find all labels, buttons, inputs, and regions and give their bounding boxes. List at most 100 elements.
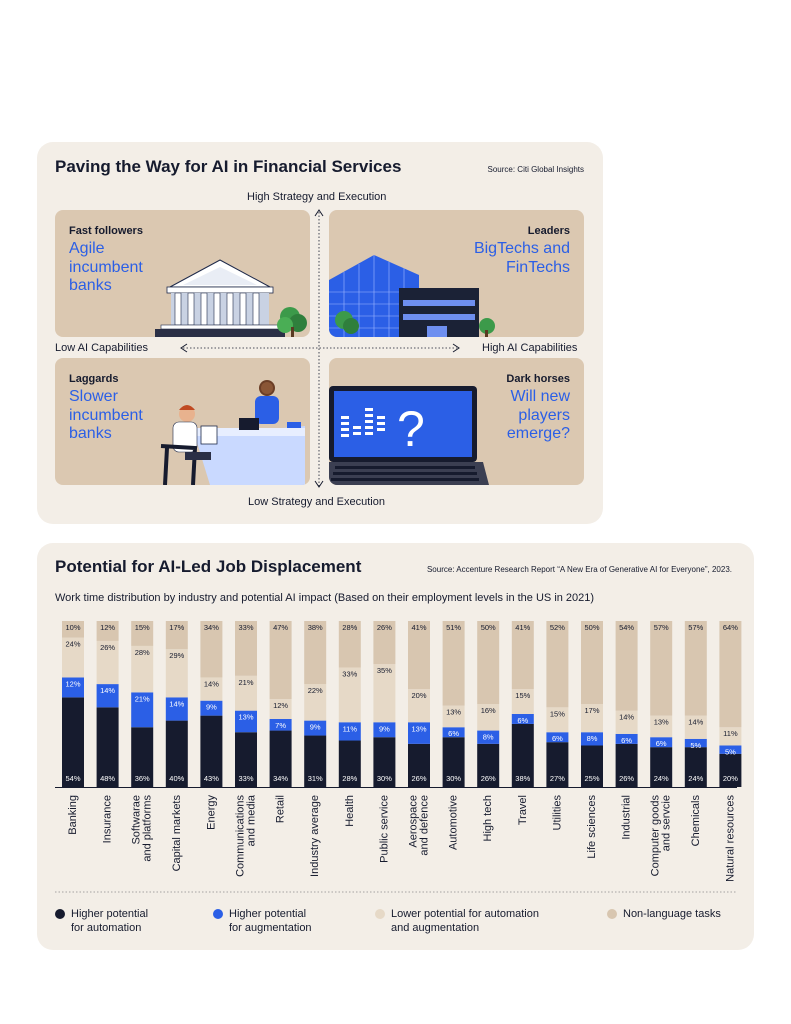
bar-segment [442,737,465,787]
bar-segment [269,699,292,719]
data-label: 51% [446,623,461,632]
data-label: 33% [342,669,357,678]
bar-segment [650,747,673,787]
bar-segment [235,710,257,733]
data-label: 15% [135,623,150,632]
bar-segment [235,732,257,787]
data-label: 26% [377,623,392,632]
data-label: 9% [379,724,390,733]
data-label: 29% [169,651,184,660]
data-label: 13% [446,708,461,717]
bar-segment [581,745,603,787]
data-label: 35% [377,666,392,675]
bar-segment [477,743,500,787]
bank-building-icon [155,259,307,337]
axis-low-ai: Low AI Capabilities [55,342,148,354]
bar-segment [96,640,119,685]
data-label: 24% [688,774,703,783]
bar-segment [684,738,707,748]
data-label: 11% [343,724,358,733]
bar-segment [408,689,430,723]
data-label: 11% [723,729,738,738]
data-label: 28% [342,623,357,632]
category-label: Utilities [551,795,563,831]
bar-segment [719,727,742,746]
data-label: 5% [690,741,701,750]
data-label: 6% [517,716,528,725]
category-label: Computer goods [650,795,662,877]
bar-segment [684,747,707,787]
bar-segment [62,697,84,787]
data-label: 16% [481,706,496,715]
data-label: 21% [238,678,253,687]
category-label: Banking [67,795,79,835]
displacement-source: Source: Accenture Research Report “A New… [426,565,732,574]
displacement-title: Potential for AI-Led Job Displacement [55,557,362,576]
data-label: 40% [169,774,184,783]
bar-segment [650,621,673,716]
bar-segment [235,621,257,676]
laptop-question-icon: ? [329,386,489,485]
bar-segment [304,735,327,787]
bar-segment [719,753,742,787]
quadrant-description: Agile incumbent banks [69,240,143,294]
bar-segment [546,742,569,787]
bar-segment [200,700,223,716]
bar-segment [546,732,569,743]
bar-segment [581,704,603,733]
data-label: 36% [135,774,150,783]
bar-segment [338,621,361,668]
data-label: 13% [654,718,669,727]
bar-segment [442,727,465,738]
bar-segment [373,722,396,738]
data-label: 15% [550,709,565,718]
category-label: Automotive [448,795,460,850]
data-label: 17% [584,706,599,715]
data-label: 6% [656,739,667,748]
data-label: 14% [169,699,184,708]
bar-segment [650,715,673,738]
quadrant-tag: Dark horses [506,373,570,385]
bar-segment [131,692,154,728]
data-label: 12% [100,623,115,632]
quadrant-laggards: Laggards Slower incumbent banks [55,358,310,485]
quadrant-dark-horses: Dark horses Will new players emerge? ? [329,358,584,485]
bar-segment [269,730,292,787]
axis-high-ai: High AI Capabilities [482,342,578,354]
bar-segment [719,745,742,754]
data-label: 54% [619,623,634,632]
quadrant-description: BigTechs and FinTechs [473,240,570,276]
bar-segment [62,637,84,678]
data-label: 5% [725,748,736,757]
bar-segment [373,737,396,787]
category-label: Industrial [621,795,633,840]
data-label: 26% [100,643,115,652]
bar-segment [477,730,500,744]
data-label: 10% [65,623,80,632]
bar-segment [442,621,465,706]
data-label: 26% [619,774,634,783]
bar-segment [615,621,638,711]
bar-segment [131,621,154,646]
data-label: 50% [481,623,496,632]
bar-segment [338,722,361,741]
data-label: 9% [310,723,321,732]
data-label: 27% [550,774,565,783]
data-label: 17% [169,623,184,632]
bar-segment [304,684,327,721]
quadrant-tag: Laggards [69,373,119,385]
data-label: 34% [273,774,288,783]
category-label: Capital markets [171,795,183,872]
data-label: 14% [204,679,219,688]
data-label: 50% [584,623,599,632]
ai-financial-services-matrix-panel: Paving the Way for AI in Financial Servi… [37,142,603,524]
category-label: High tech [482,795,494,841]
bar-segment [684,621,707,716]
bar-segment [62,621,84,638]
bar-segment [442,705,465,728]
bar-segment [581,621,603,704]
data-label: 14% [619,713,634,722]
data-label: 33% [238,774,253,783]
data-label: 12% [65,679,80,688]
bar-segment [165,621,188,650]
